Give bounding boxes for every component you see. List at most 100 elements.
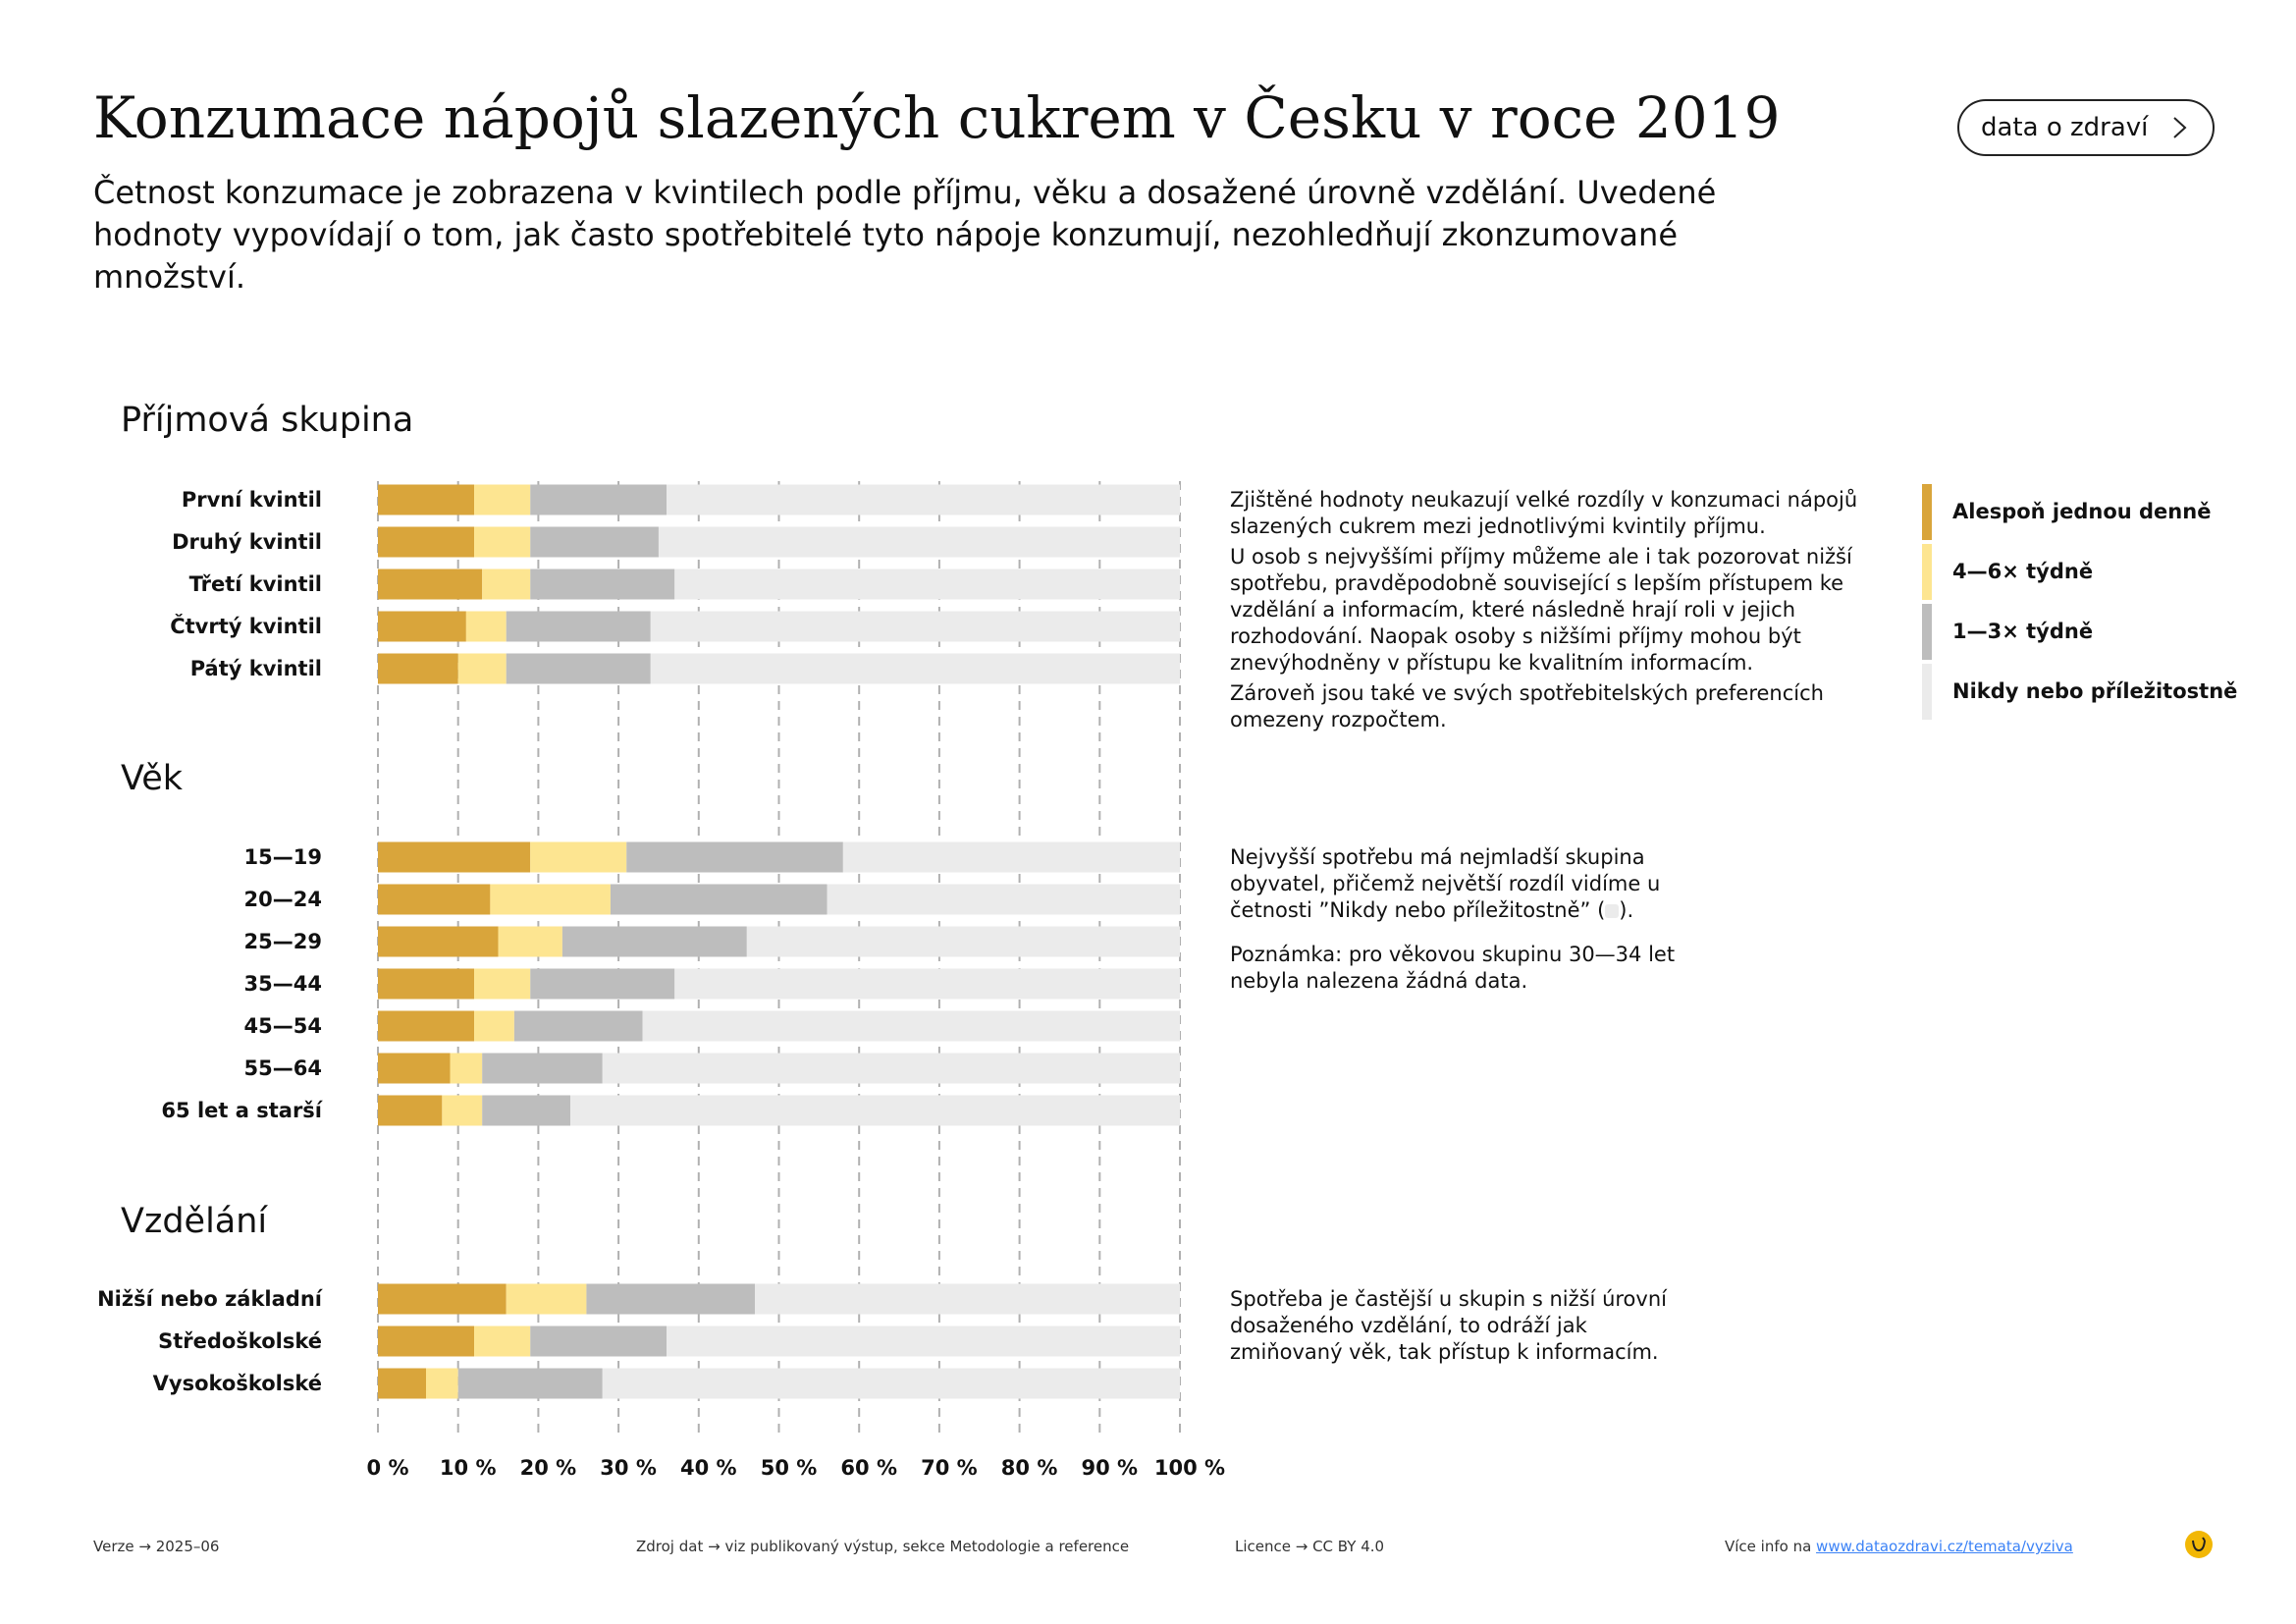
bar-1-3-weekly: [482, 1053, 603, 1084]
bar-4-6-weekly: [482, 568, 531, 600]
bar-4-6-weekly: [442, 1095, 483, 1126]
bar-daily: [378, 1326, 475, 1357]
category-label: 65 let a starší: [161, 1099, 323, 1122]
note-age: Nejvyšší spotřebu má nejmladší skupina o…: [1230, 844, 1682, 999]
bar-4-6-weekly: [490, 884, 611, 915]
legend-label: 4—6× týdně: [1952, 560, 2094, 583]
legend-swatch-1-3-weekly: [1922, 604, 1932, 660]
bar-1-3-weekly: [506, 611, 651, 642]
bar-never: [674, 968, 1180, 1000]
note-income-paragraph: Zároveň jsou také ve svých spotřebitelsk…: [1230, 681, 1824, 731]
bar-4-6-weekly: [474, 484, 531, 515]
note-income-paragraph: U osob s nejvyššími příjmy můžeme ale i …: [1230, 545, 1852, 675]
bar-never: [667, 484, 1180, 515]
bar-daily: [378, 484, 475, 515]
bar-never: [570, 1095, 1180, 1126]
x-tick-label: 10 %: [440, 1456, 497, 1480]
bar-daily: [378, 968, 475, 1000]
note-income: Zjištěné hodnoty neukazují velké rozdíly…: [1230, 487, 1897, 737]
footer-more-info: Více info na www.dataozdravi.cz/temata/v…: [1725, 1538, 2073, 1555]
bar-1-3-weekly: [482, 1095, 571, 1126]
category-label: Vysokoškolské: [153, 1372, 322, 1395]
logo-icon: [2185, 1531, 2213, 1558]
legend-label: Alespoň jednou denně: [1952, 500, 2212, 523]
note-education-paragraph: Spotřeba je častější u skupin s nižší úr…: [1230, 1287, 1667, 1364]
bar-never: [842, 841, 1180, 873]
chevron-right-icon: [2173, 117, 2187, 138]
nav-button-label: data o zdraví: [1981, 113, 2149, 142]
bar-never: [658, 526, 1180, 558]
category-label: Druhý kvintil: [172, 530, 322, 554]
x-tick-label: 100 %: [1154, 1456, 1225, 1480]
bar-daily: [378, 884, 491, 915]
legend-swatch-never: [1922, 664, 1932, 720]
bar-1-3-weekly: [513, 1010, 643, 1042]
bar-4-6-weekly: [450, 1053, 483, 1084]
category-label: 25—29: [244, 930, 322, 953]
footer-source: Zdroj dat → viz publikovaný výstup, sekc…: [636, 1538, 1130, 1555]
bar-never: [642, 1010, 1180, 1042]
section-title-age: Věk: [121, 759, 184, 798]
bar-4-6-weekly: [506, 1283, 587, 1315]
bar-never: [674, 568, 1180, 600]
x-tick-label: 90 %: [1082, 1456, 1139, 1480]
legend-label: Nikdy nebo příležitostně: [1952, 679, 2238, 703]
bar-1-3-weekly: [457, 1368, 603, 1399]
bar-never: [650, 611, 1180, 642]
bar-1-3-weekly: [530, 526, 659, 558]
legend-label: 1—3× týdně: [1952, 620, 2094, 643]
note-age-paragraph: Nejvyšší spotřebu má nejmladší skupina o…: [1230, 844, 1682, 924]
bar-never: [650, 653, 1180, 684]
category-label: Čtvrtý kvintil: [170, 614, 322, 638]
bar-never: [746, 926, 1180, 957]
category-label: 45—54: [244, 1014, 322, 1038]
category-label: Středoškolské: [158, 1329, 322, 1353]
bar-4-6-weekly: [457, 653, 507, 684]
bar-4-6-weekly: [474, 968, 531, 1000]
bar-daily: [378, 1053, 451, 1084]
page-title: Konzumace nápojů slazených cukrem v Česk…: [93, 84, 1781, 151]
bar-4-6-weekly: [465, 611, 507, 642]
bar-4-6-weekly: [474, 1326, 531, 1357]
bar-1-3-weekly: [626, 841, 843, 873]
bar-1-3-weekly: [530, 568, 675, 600]
note-age-text-start: Nejvyšší spotřebu má nejmladší skupina o…: [1230, 845, 1661, 922]
data-o-zdravi-button[interactable]: data o zdraví: [1957, 99, 2215, 156]
bar-never: [602, 1368, 1180, 1399]
bar-daily: [378, 611, 466, 642]
bar-daily: [378, 1010, 475, 1042]
bar-4-6-weekly: [474, 1010, 514, 1042]
bar-4-6-weekly: [530, 841, 627, 873]
bar-never: [754, 1283, 1180, 1315]
bar-daily: [378, 841, 531, 873]
category-label: 55—64: [244, 1056, 322, 1080]
bar-4-6-weekly: [474, 526, 531, 558]
bar-daily: [378, 926, 499, 957]
bar-4-6-weekly: [498, 926, 562, 957]
x-tick-label: 80 %: [1001, 1456, 1058, 1480]
note-education: Spotřeba je častější u skupin s nižší úr…: [1230, 1286, 1682, 1370]
x-tick-label: 60 %: [840, 1456, 897, 1480]
category-label: 35—44: [244, 972, 322, 996]
bar-daily: [378, 1283, 507, 1315]
section-title-income: Příjmová skupina: [121, 401, 414, 440]
bar-never: [667, 1326, 1180, 1357]
footer-version: Verze → 2025–06: [93, 1538, 220, 1555]
legend-swatch-daily: [1922, 484, 1932, 540]
footer-link[interactable]: www.dataozdravi.cz/temata/vyziva: [1816, 1538, 2073, 1555]
never-swatch-icon: [1605, 904, 1620, 918]
bar-daily: [378, 653, 458, 684]
bar-daily: [378, 526, 475, 558]
category-label: Třetí kvintil: [189, 572, 322, 596]
x-tick-label: 20 %: [520, 1456, 577, 1480]
bar-daily: [378, 568, 483, 600]
footer-more-prefix: Více info na: [1725, 1538, 1817, 1555]
x-tick-label: 50 %: [761, 1456, 818, 1480]
note-age-text-end: ).: [1619, 898, 1634, 922]
x-tick-label: 30 %: [600, 1456, 657, 1480]
x-tick-label: 0 %: [367, 1456, 409, 1480]
bars: [378, 484, 1180, 1399]
bar-1-3-weekly: [530, 484, 667, 515]
bar-1-3-weekly: [610, 884, 828, 915]
bar-daily: [378, 1095, 443, 1126]
